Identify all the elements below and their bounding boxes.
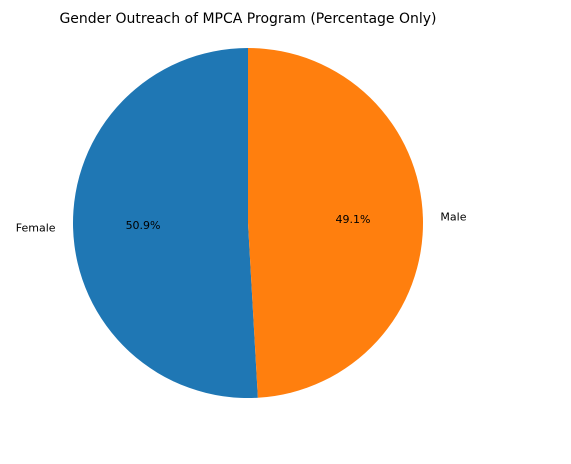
slice-label: Female <box>16 221 56 234</box>
value-label: 49.1% <box>335 213 370 226</box>
slice-label: Male <box>440 211 466 224</box>
chart-title: Gender Outreach of MPCA Program (Percent… <box>59 11 436 27</box>
pie-slice <box>72 48 258 399</box>
pie-slice <box>248 48 423 398</box>
value-label: 50.9% <box>126 219 161 232</box>
